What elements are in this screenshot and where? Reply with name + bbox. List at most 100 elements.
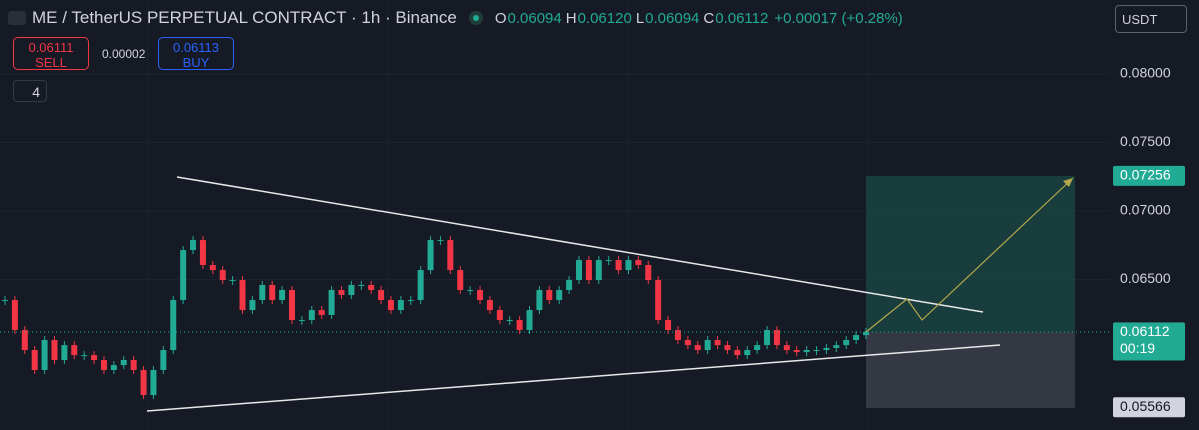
candle: [674, 330, 681, 341]
candle: [11, 300, 18, 331]
currency: USDT: [1122, 12, 1158, 27]
candle: [110, 365, 117, 371]
candle: [249, 300, 256, 311]
ohlc-value: 0.06094: [507, 9, 562, 27]
indicators-toggle[interactable]: 4: [13, 80, 47, 102]
candle: [605, 260, 612, 262]
candle: [764, 330, 771, 346]
candle: [91, 355, 98, 361]
candle: [31, 350, 38, 371]
candle: [556, 290, 563, 301]
candle: [734, 350, 741, 356]
buy-price: 0.06113: [172, 40, 220, 55]
candle: [704, 340, 711, 351]
candle: [863, 332, 869, 336]
candle: [190, 240, 197, 251]
candle: [516, 320, 523, 331]
price-marker: [1113, 165, 1185, 186]
candle: [457, 270, 464, 291]
candle: [120, 360, 127, 366]
candle: [269, 284, 276, 301]
candle: [397, 300, 404, 311]
candle: [655, 280, 662, 321]
candle: [486, 300, 493, 311]
candle: [615, 260, 622, 271]
candle: [229, 280, 236, 282]
price-marker-label: 0.07256: [1120, 167, 1171, 183]
candle: [41, 340, 48, 371]
candle: [536, 290, 543, 311]
loss-zone: [866, 332, 1075, 408]
buy-button[interactable]: 0.06113 BUY: [158, 37, 234, 70]
ohlc-label: O: [494, 9, 507, 27]
candle: [417, 270, 424, 301]
candle: [773, 330, 780, 346]
candle: [665, 320, 672, 331]
candle: [378, 290, 385, 301]
candle: [160, 350, 167, 371]
candle: [427, 240, 434, 271]
candle: [170, 300, 177, 351]
candle: [61, 345, 68, 361]
market-status: [468, 11, 483, 25]
ohlc-value: 0.06112: [715, 9, 769, 27]
candle: [308, 310, 315, 321]
currency-select[interactable]: USDT: [1115, 5, 1187, 33]
candle: [843, 340, 850, 346]
candle: [259, 284, 266, 301]
candle: [853, 335, 860, 341]
projection-arrow: [1063, 178, 1073, 187]
candle: [328, 290, 335, 315]
y-tick-label: 0.07500: [1120, 133, 1171, 149]
candle: [100, 360, 107, 371]
candle: [714, 340, 721, 346]
candle: [684, 340, 691, 346]
candle: [625, 260, 632, 271]
candle: [744, 350, 751, 356]
candle: [298, 320, 305, 322]
candle: [724, 345, 731, 351]
candle: [477, 290, 484, 301]
candle: [239, 280, 246, 311]
symbol-title: ME / TetherUS PERPETUAL CONTRACT · 1h · …: [32, 8, 457, 27]
price-marker-label: 0.06112: [1120, 323, 1170, 339]
candle: [209, 264, 216, 271]
projection-path: [865, 177, 1074, 333]
candle: [526, 310, 533, 331]
grid: [0, 0, 1110, 430]
sell-button[interactable]: 0.06111 SELL: [13, 37, 89, 70]
candle: [447, 240, 454, 271]
exchange-logo: [8, 11, 26, 25]
sell-price: 0.06111: [28, 40, 74, 55]
candle: [358, 284, 365, 286]
candle: [645, 264, 652, 281]
candle: [506, 320, 513, 322]
ohlc-value: 0.06094: [645, 9, 700, 27]
candle: [783, 345, 790, 351]
ohlc-label: H: [565, 9, 577, 27]
buy-label: BUY: [182, 55, 210, 70]
price-change: +0.00017 (+0.28%): [774, 9, 903, 27]
candle: [150, 370, 157, 396]
candle: [437, 240, 444, 242]
price-marker-label: 0.05566: [1120, 398, 1171, 414]
candle: [71, 345, 78, 356]
indicator-count: 4: [32, 84, 40, 100]
y-tick-label: 0.06500: [1120, 270, 1171, 286]
candle: [348, 284, 355, 295]
candle: [566, 280, 573, 291]
candle: [338, 290, 345, 295]
header: ME / TetherUS PERPETUAL CONTRACT · 1h · …: [8, 6, 903, 30]
candle: [803, 350, 810, 353]
candle: [2, 300, 8, 302]
candle: [140, 370, 147, 396]
candle: [813, 350, 820, 352]
candle: [51, 340, 58, 361]
candle: [21, 330, 28, 351]
spread: 0.00002: [102, 47, 146, 61]
candle: [81, 355, 88, 357]
candle: [694, 345, 701, 351]
candle: [496, 310, 503, 321]
ohlc-value: 0.06120: [577, 9, 632, 27]
